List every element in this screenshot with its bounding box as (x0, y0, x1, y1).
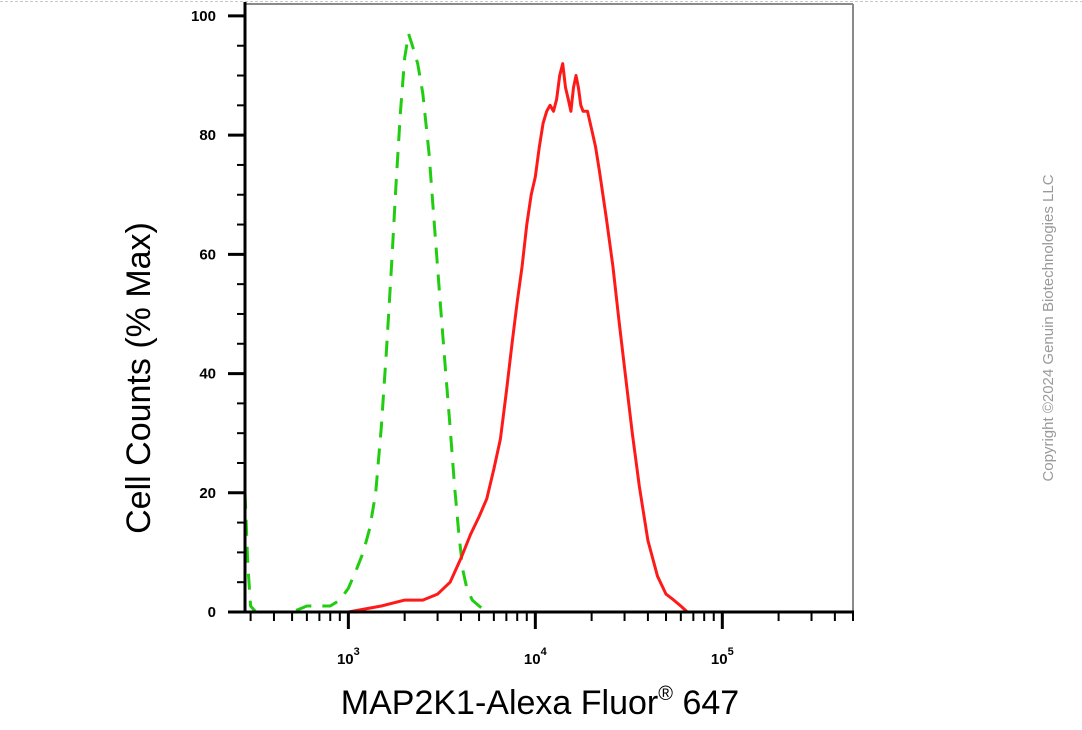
x-axis-label: MAP2K1-Alexa Fluor® 647 (341, 683, 739, 722)
axis-labels: Cell Counts (% Max) MAP2K1-Alexa Fluor® … (120, 222, 739, 722)
y-tick-label: 60 (199, 246, 216, 263)
plot-area (243, 32, 853, 614)
copyright-notice: Copyright ©2024 Genuin Biotechnologies L… (1040, 174, 1057, 481)
y-tick-label: 0 (208, 604, 216, 621)
x-axis-label-main: MAP2K1-Alexa Fluor (341, 684, 658, 722)
x-tick-label-exponent: 4 (541, 646, 548, 658)
x-tick-label: 103 (337, 646, 360, 668)
x-tick-label-base: 10 (524, 651, 541, 668)
x-tick-label: 105 (711, 646, 734, 668)
y-tick-label: 40 (199, 366, 216, 383)
x-tick-label-base: 10 (337, 651, 354, 668)
series-line-dashed (243, 32, 853, 614)
x-tick-label: 104 (524, 646, 548, 668)
x-axis-label-registered: ® (658, 683, 673, 705)
y-tick-label: 100 (191, 8, 216, 25)
y-tick-label: 80 (199, 127, 216, 144)
x-tick-label-exponent: 5 (728, 646, 734, 658)
x-tick-label-exponent: 3 (354, 646, 360, 658)
x-axis-label-suffix: 647 (673, 684, 739, 722)
y-tick-label: 20 (199, 485, 216, 502)
x-tick-label-base: 10 (711, 651, 728, 668)
y-axis-label: Cell Counts (% Max) (120, 222, 158, 534)
series-line-solid (245, 62, 853, 614)
